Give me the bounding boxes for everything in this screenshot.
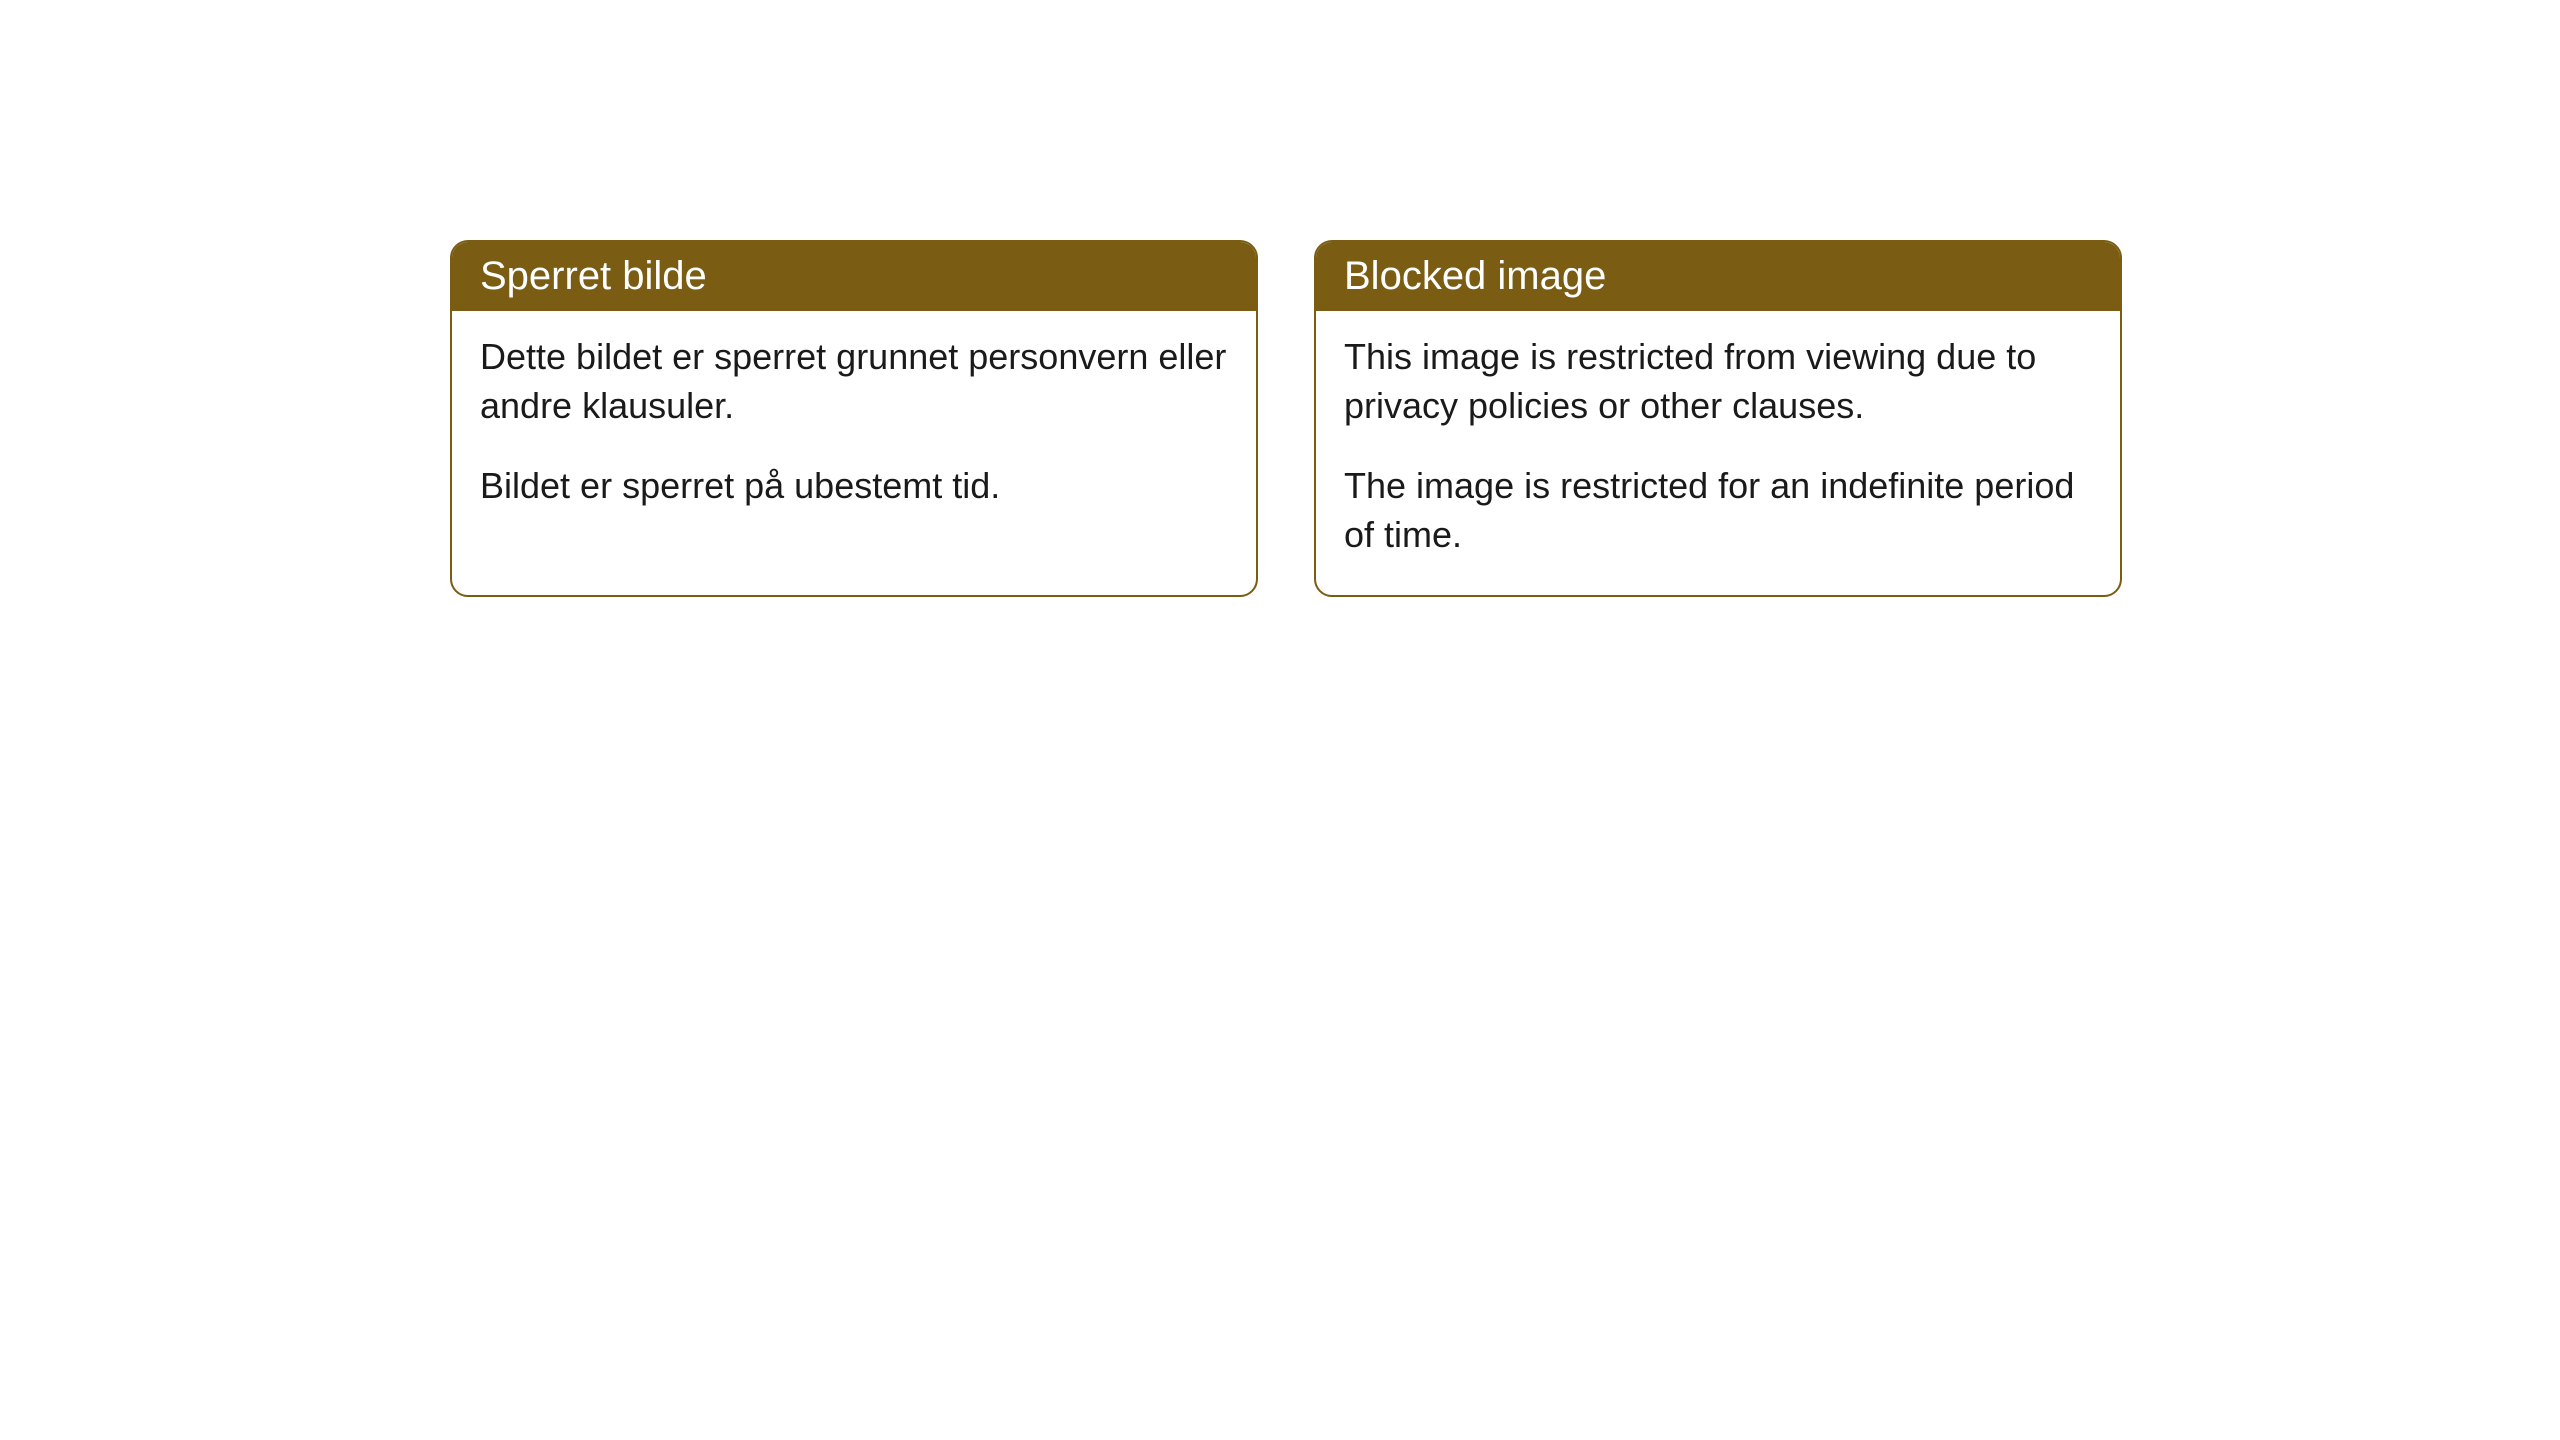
card-body: This image is restricted from viewing du… — [1316, 311, 2120, 595]
card-paragraph: Dette bildet er sperret grunnet personve… — [480, 333, 1228, 430]
card-header: Sperret bilde — [452, 242, 1256, 311]
card-body: Dette bildet er sperret grunnet personve… — [452, 311, 1256, 547]
card-paragraph: Bildet er sperret på ubestemt tid. — [480, 462, 1228, 511]
notice-card-norwegian: Sperret bilde Dette bildet er sperret gr… — [450, 240, 1258, 597]
card-title: Blocked image — [1344, 254, 1606, 298]
card-paragraph: The image is restricted for an indefinit… — [1344, 462, 2092, 559]
card-title: Sperret bilde — [480, 254, 707, 298]
card-header: Blocked image — [1316, 242, 2120, 311]
notice-card-english: Blocked image This image is restricted f… — [1314, 240, 2122, 597]
card-paragraph: This image is restricted from viewing du… — [1344, 333, 2092, 430]
notice-container: Sperret bilde Dette bildet er sperret gr… — [450, 240, 2122, 597]
